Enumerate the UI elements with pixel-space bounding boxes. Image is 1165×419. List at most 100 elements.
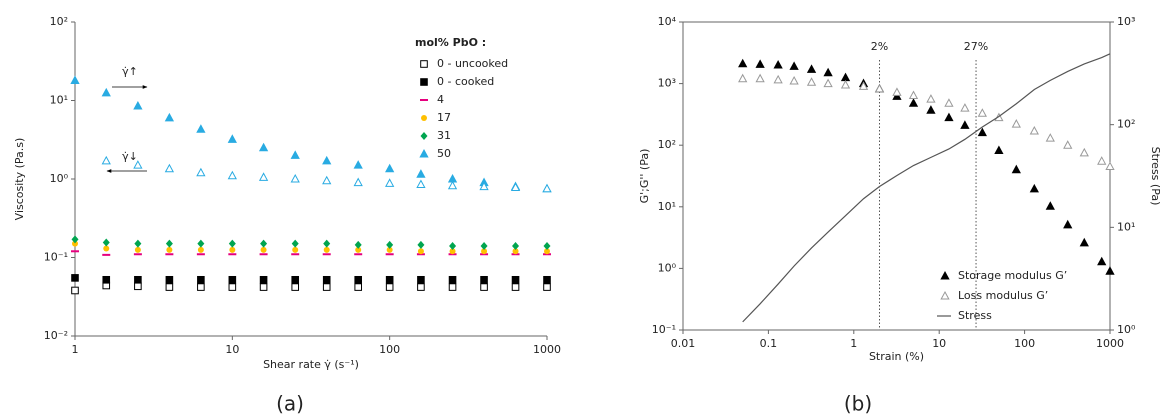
marker — [944, 98, 954, 107]
marker — [166, 246, 173, 253]
marker — [420, 60, 428, 68]
marker — [322, 155, 332, 165]
marker — [448, 283, 457, 291]
marker — [773, 60, 783, 69]
marker — [102, 275, 111, 284]
marker — [773, 74, 783, 84]
marker — [259, 253, 268, 256]
marker — [823, 67, 833, 77]
marker — [420, 99, 428, 101]
marker — [1029, 125, 1039, 135]
marker — [290, 150, 300, 159]
marker — [291, 283, 300, 291]
x-axis-title: Shear rate γ̇ (s⁻¹) — [263, 358, 359, 371]
marker — [908, 98, 919, 107]
marker — [134, 239, 142, 248]
marker — [511, 275, 520, 284]
y-tick-label: 10³ — [658, 77, 676, 90]
marker — [133, 100, 143, 110]
marker — [789, 76, 799, 85]
marker — [260, 246, 267, 253]
marker — [322, 275, 331, 284]
marker — [419, 148, 429, 158]
marker — [353, 177, 363, 187]
marker — [480, 242, 488, 251]
marker — [960, 103, 970, 112]
marker — [291, 239, 299, 248]
x-tick-label: 1000 — [1096, 337, 1124, 350]
marker — [71, 274, 79, 282]
marker — [165, 275, 174, 284]
marker — [71, 286, 79, 295]
marker — [385, 178, 395, 187]
marker — [227, 134, 237, 143]
marker — [416, 179, 426, 189]
y-tick-label: 10² — [658, 138, 676, 151]
legend-label: 0 - cooked — [437, 75, 494, 88]
annotation: γ̇↑ — [122, 65, 138, 78]
marker — [416, 169, 426, 178]
marker — [197, 246, 204, 253]
marker — [134, 275, 142, 284]
marker — [165, 239, 173, 248]
marker — [102, 238, 110, 247]
marker — [229, 246, 236, 253]
marker — [1105, 161, 1115, 171]
marker — [227, 170, 237, 180]
y-axis-title: G';G'' (Pa) — [638, 149, 651, 204]
marker — [481, 248, 488, 255]
legend-label: 31 — [437, 129, 451, 142]
marker — [322, 175, 332, 185]
marker — [892, 91, 902, 100]
marker — [840, 79, 851, 89]
marker — [228, 275, 237, 284]
marker — [354, 283, 363, 291]
marker — [196, 253, 205, 256]
marker — [544, 248, 550, 255]
marker — [355, 246, 362, 253]
y-tick-label: 10⁰ — [658, 261, 677, 274]
marker — [1045, 133, 1055, 142]
marker — [385, 283, 394, 291]
marker — [892, 87, 902, 96]
y2-axis-title: Stress (Pa) — [1149, 147, 1162, 206]
marker — [197, 283, 205, 291]
marker — [479, 181, 489, 191]
marker — [447, 180, 458, 190]
marker — [258, 172, 269, 181]
legend-label: Storage modulus G’ — [958, 269, 1067, 282]
marker — [738, 73, 748, 83]
legend-label: Loss modulus G’ — [958, 289, 1048, 302]
marker — [1063, 219, 1073, 229]
marker — [543, 242, 551, 251]
marker — [291, 275, 300, 284]
marker — [260, 239, 268, 248]
marker — [1029, 183, 1039, 193]
marker — [134, 282, 142, 291]
marker — [165, 253, 174, 256]
y-tick-label: 10⁴ — [658, 15, 677, 28]
marker — [420, 78, 428, 86]
marker — [858, 81, 869, 90]
y-tick-label: 10⁰ — [50, 172, 69, 185]
marker — [512, 248, 519, 255]
marker — [70, 75, 80, 84]
series-line — [742, 53, 1111, 323]
marker — [354, 240, 362, 249]
marker — [164, 112, 175, 122]
marker — [542, 183, 552, 193]
marker — [480, 283, 488, 291]
marker — [259, 283, 268, 291]
marker — [290, 173, 300, 183]
marker — [228, 239, 236, 248]
y-tick-label: 10¹ — [658, 200, 676, 213]
marker — [197, 275, 205, 284]
marker — [71, 235, 79, 244]
marker — [291, 253, 300, 256]
y-tick-label: 10⁻¹ — [44, 251, 68, 264]
marker — [353, 160, 363, 169]
marker — [259, 275, 268, 284]
marker — [385, 275, 394, 284]
marker — [421, 115, 427, 121]
marker — [543, 283, 551, 291]
